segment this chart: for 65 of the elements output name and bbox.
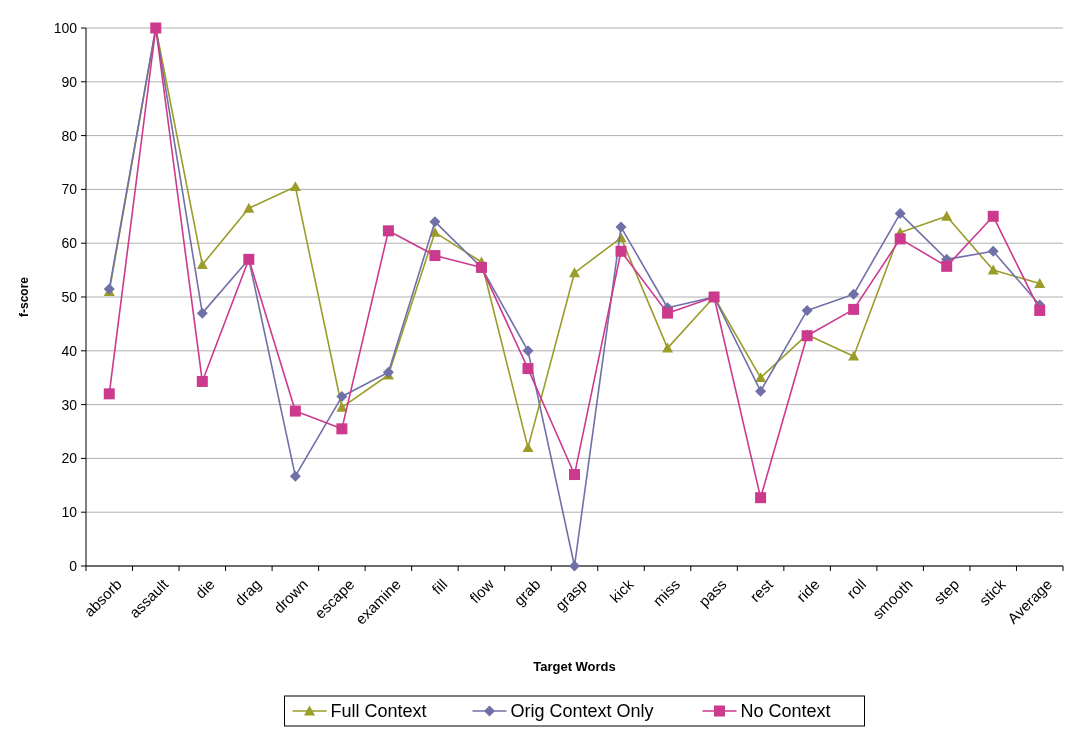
point [1034, 278, 1046, 288]
y-tick-label: 80 [61, 127, 78, 144]
point [429, 250, 441, 262]
point [755, 385, 767, 397]
point [755, 372, 767, 383]
point [662, 342, 674, 353]
point [987, 210, 999, 222]
point [941, 210, 953, 221]
point [615, 221, 627, 233]
point [289, 181, 301, 192]
point [662, 307, 674, 319]
point [755, 492, 767, 504]
point [196, 375, 208, 387]
point [1034, 304, 1046, 316]
point [289, 470, 301, 482]
point [848, 288, 860, 300]
y-tick-label: 30 [61, 396, 78, 413]
x-tick-label: roll [843, 575, 870, 602]
y-tick-label: 60 [61, 235, 78, 252]
point [196, 259, 208, 270]
y-tick-label: 70 [61, 181, 78, 198]
point [336, 391, 348, 403]
x-tick-label: die [191, 575, 218, 602]
point [382, 225, 394, 237]
legend-label: Orig Context Only [510, 701, 654, 722]
y-tick-label: 40 [61, 342, 78, 359]
point [987, 245, 999, 257]
point [987, 264, 999, 275]
x-tick-label: rest [746, 574, 777, 606]
y-tick-label: 100 [53, 19, 78, 36]
y-tick-label: 50 [61, 288, 78, 305]
x-tick-label: step [930, 575, 963, 608]
point [569, 469, 580, 481]
point [801, 304, 813, 316]
x-tick-label: kick [606, 575, 637, 606]
x-tick-label: miss [649, 575, 684, 610]
x-axis-title: Target Words [533, 659, 616, 674]
point [569, 267, 580, 278]
y-axis-title: f-score [17, 276, 31, 318]
point [848, 350, 860, 361]
point [848, 303, 860, 315]
y-tick-label: 90 [61, 73, 78, 90]
point [103, 388, 115, 400]
y-tick-label: 0 [69, 557, 78, 574]
point [289, 405, 301, 417]
point [429, 216, 441, 228]
point [196, 307, 208, 319]
point [522, 345, 534, 357]
point [894, 233, 906, 245]
y-tick-label: 20 [61, 450, 78, 467]
point [243, 202, 255, 213]
x-tick-label: fill [428, 575, 451, 598]
x-tick-label: ride [792, 575, 823, 606]
point [941, 260, 953, 272]
point [522, 442, 534, 453]
point [336, 423, 348, 435]
point [615, 245, 627, 257]
y-tick-label: 10 [61, 504, 78, 521]
point [336, 401, 348, 412]
point [522, 363, 534, 375]
point [894, 208, 906, 220]
point [569, 560, 580, 572]
legend-label: Full Context [330, 701, 427, 722]
legend-label: No Context [740, 701, 831, 722]
x-tick-label: flow [466, 575, 498, 607]
